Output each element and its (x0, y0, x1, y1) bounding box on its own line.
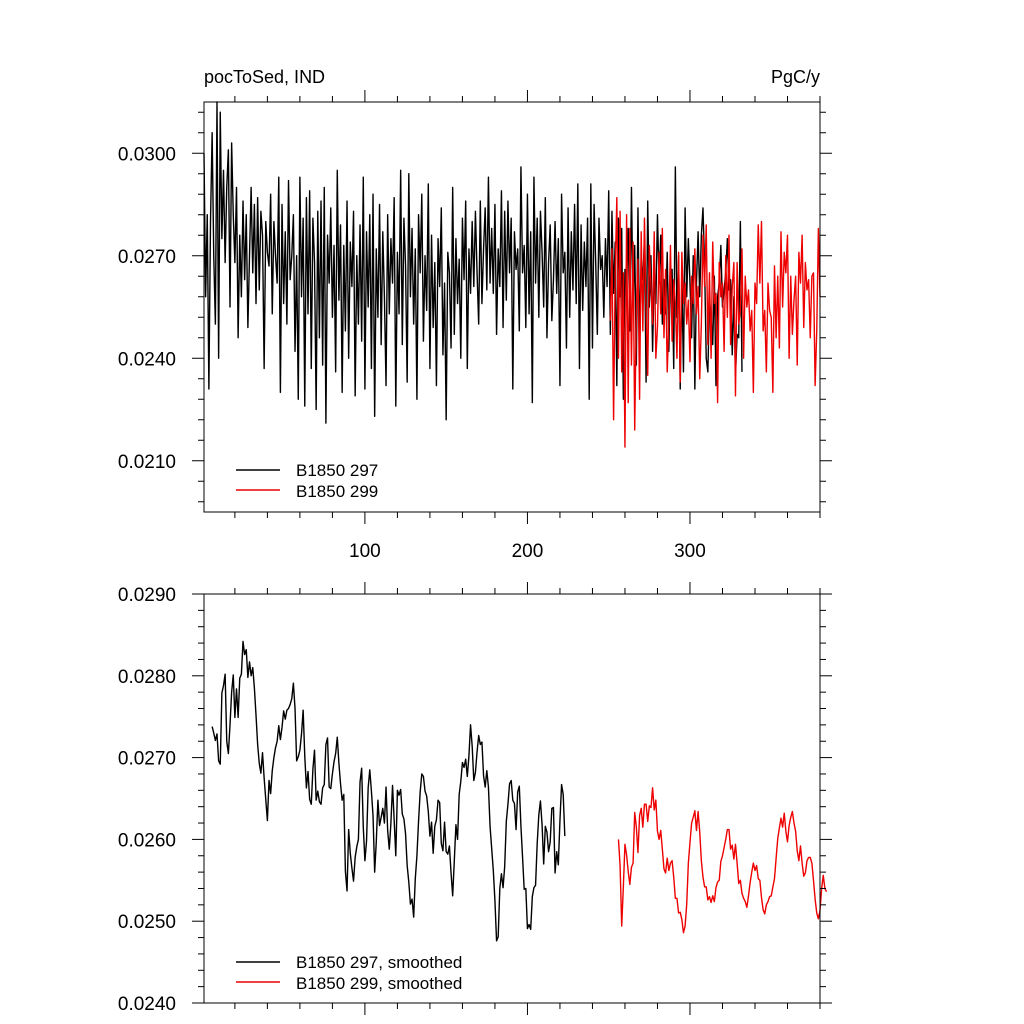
top-x-tick-label: 200 (512, 541, 544, 562)
bottom-legend-label-1: B1850 297, smoothed (296, 953, 462, 972)
top-axes-group: 0.0210 0.0240 0.0270 0.0300 100 200 300 (118, 90, 832, 562)
bottom-axes-group: 0.0240 0.0250 0.0260 0.0270 0.0280 0.0290 (118, 582, 832, 1015)
top-x-tick-label: 300 (674, 541, 706, 562)
bottom-y-tick-label: 0.0270 (118, 749, 176, 770)
top-plot-frame (203, 101, 821, 513)
top-series-line-1 (203, 101, 743, 424)
bottom-y-tick-label: 0.0240 (118, 994, 176, 1015)
bottom-series-line-1 (211, 640, 566, 942)
bottom-series-group (211, 640, 828, 942)
bottom-y-tick-label: 0.0250 (118, 912, 176, 933)
top-x-tick-label: 100 (349, 541, 381, 562)
bottom-panel: 0.0240 0.0250 0.0260 0.0270 0.0280 0.0290 B18… (118, 582, 832, 1015)
top-panel-title-right: PgC/y (771, 67, 820, 87)
bottom-y-tick-label: 0.0260 (118, 830, 176, 851)
top-legend-label-1: B1850 297 (296, 461, 378, 480)
top-series-line-2 (609, 196, 821, 448)
top-legend-label-2: B1850 299 (296, 482, 378, 501)
top-y-tick-label: 0.0240 (118, 349, 176, 370)
top-y-tick-label: 0.0270 (118, 247, 176, 268)
bottom-y-tick-label: 0.0290 (118, 585, 176, 606)
top-legend: B1850 297 B1850 299 (236, 461, 378, 501)
top-panel-title-left: pocToSed, IND (204, 67, 325, 87)
top-series-group (203, 101, 821, 448)
bottom-plot-frame (203, 593, 821, 1004)
bottom-legend-label-2: B1850 299, smoothed (296, 974, 462, 993)
top-y-tick-label: 0.0300 (118, 144, 176, 165)
bottom-y-tick-label: 0.0280 (118, 667, 176, 688)
top-panel: pocToSed, IND PgC/y 0.02100.02400.02700.… (118, 67, 832, 562)
bottom-legend: B1850 297, smoothed B1850 299, smoothed (236, 953, 462, 993)
bottom-series-line-2 (617, 787, 828, 934)
top-y-tick-label: 0.0210 (118, 452, 176, 473)
